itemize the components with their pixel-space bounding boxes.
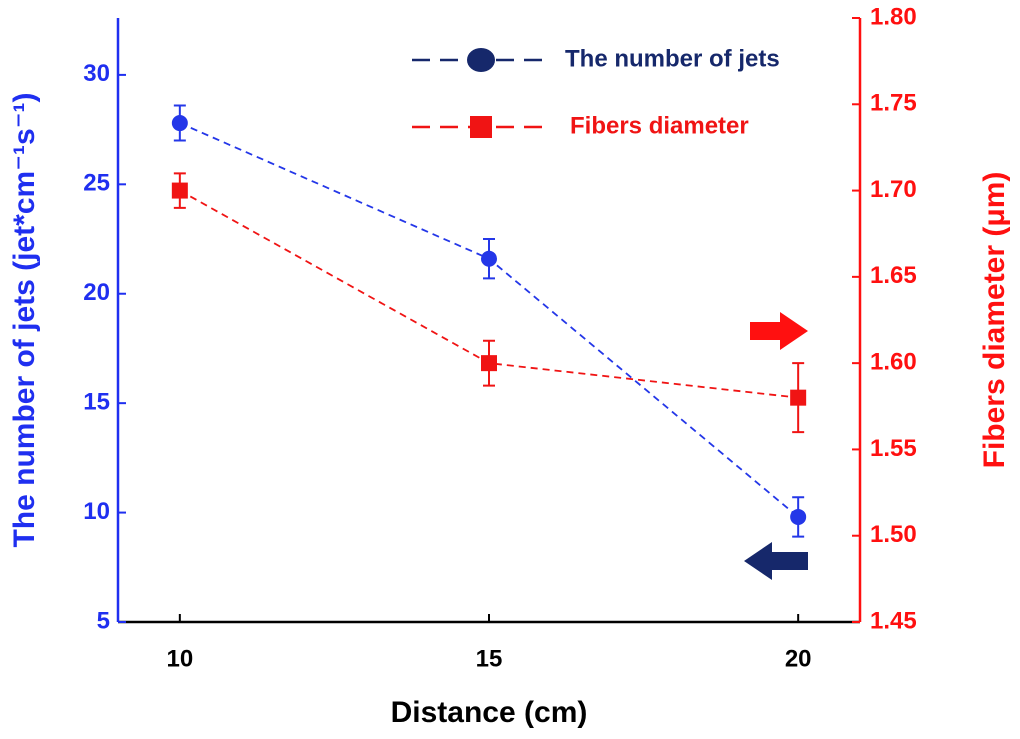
y2-tick-label: 1.45 xyxy=(870,607,917,634)
y-axis-title: The number of jets (jet*cm⁻¹s⁻¹) xyxy=(8,92,41,547)
y2-tick-label: 1.65 xyxy=(870,262,917,289)
legend-marker xyxy=(470,116,492,138)
data-point xyxy=(790,389,807,406)
y-tick-label: 20 xyxy=(83,279,110,306)
y-tick-label: 5 xyxy=(97,607,110,634)
legend-label: The number of jets xyxy=(565,45,780,72)
data-point xyxy=(171,182,188,199)
right-arrow xyxy=(750,312,808,350)
y-tick-label: 30 xyxy=(83,60,110,87)
y2-tick-label: 1.50 xyxy=(870,521,917,548)
y-tick-label: 25 xyxy=(83,170,110,197)
y2-tick-label: 1.75 xyxy=(870,90,917,117)
y-tick-label: 10 xyxy=(83,498,110,525)
y2-tick-label: 1.70 xyxy=(870,176,917,203)
y2-tick-label: 1.55 xyxy=(870,435,917,462)
x-axis-title: Distance (cm) xyxy=(391,696,588,729)
legend-marker xyxy=(467,48,495,72)
data-point xyxy=(481,250,497,267)
data-point xyxy=(481,355,497,372)
x-tick-label: 15 xyxy=(476,645,503,672)
data-point xyxy=(790,508,807,525)
y2-axis-title: Fibers diameter (μm) xyxy=(978,172,1011,469)
legend-label: Fibers diameter xyxy=(570,112,749,139)
y-tick-label: 15 xyxy=(83,389,110,416)
y2-tick-label: 1.80 xyxy=(870,3,917,30)
x-tick-label: 20 xyxy=(785,645,812,672)
left-arrow xyxy=(744,542,808,580)
y2-tick-label: 1.60 xyxy=(870,348,917,375)
data-point xyxy=(171,115,188,132)
x-tick-label: 10 xyxy=(166,645,193,672)
series-line xyxy=(179,122,799,518)
